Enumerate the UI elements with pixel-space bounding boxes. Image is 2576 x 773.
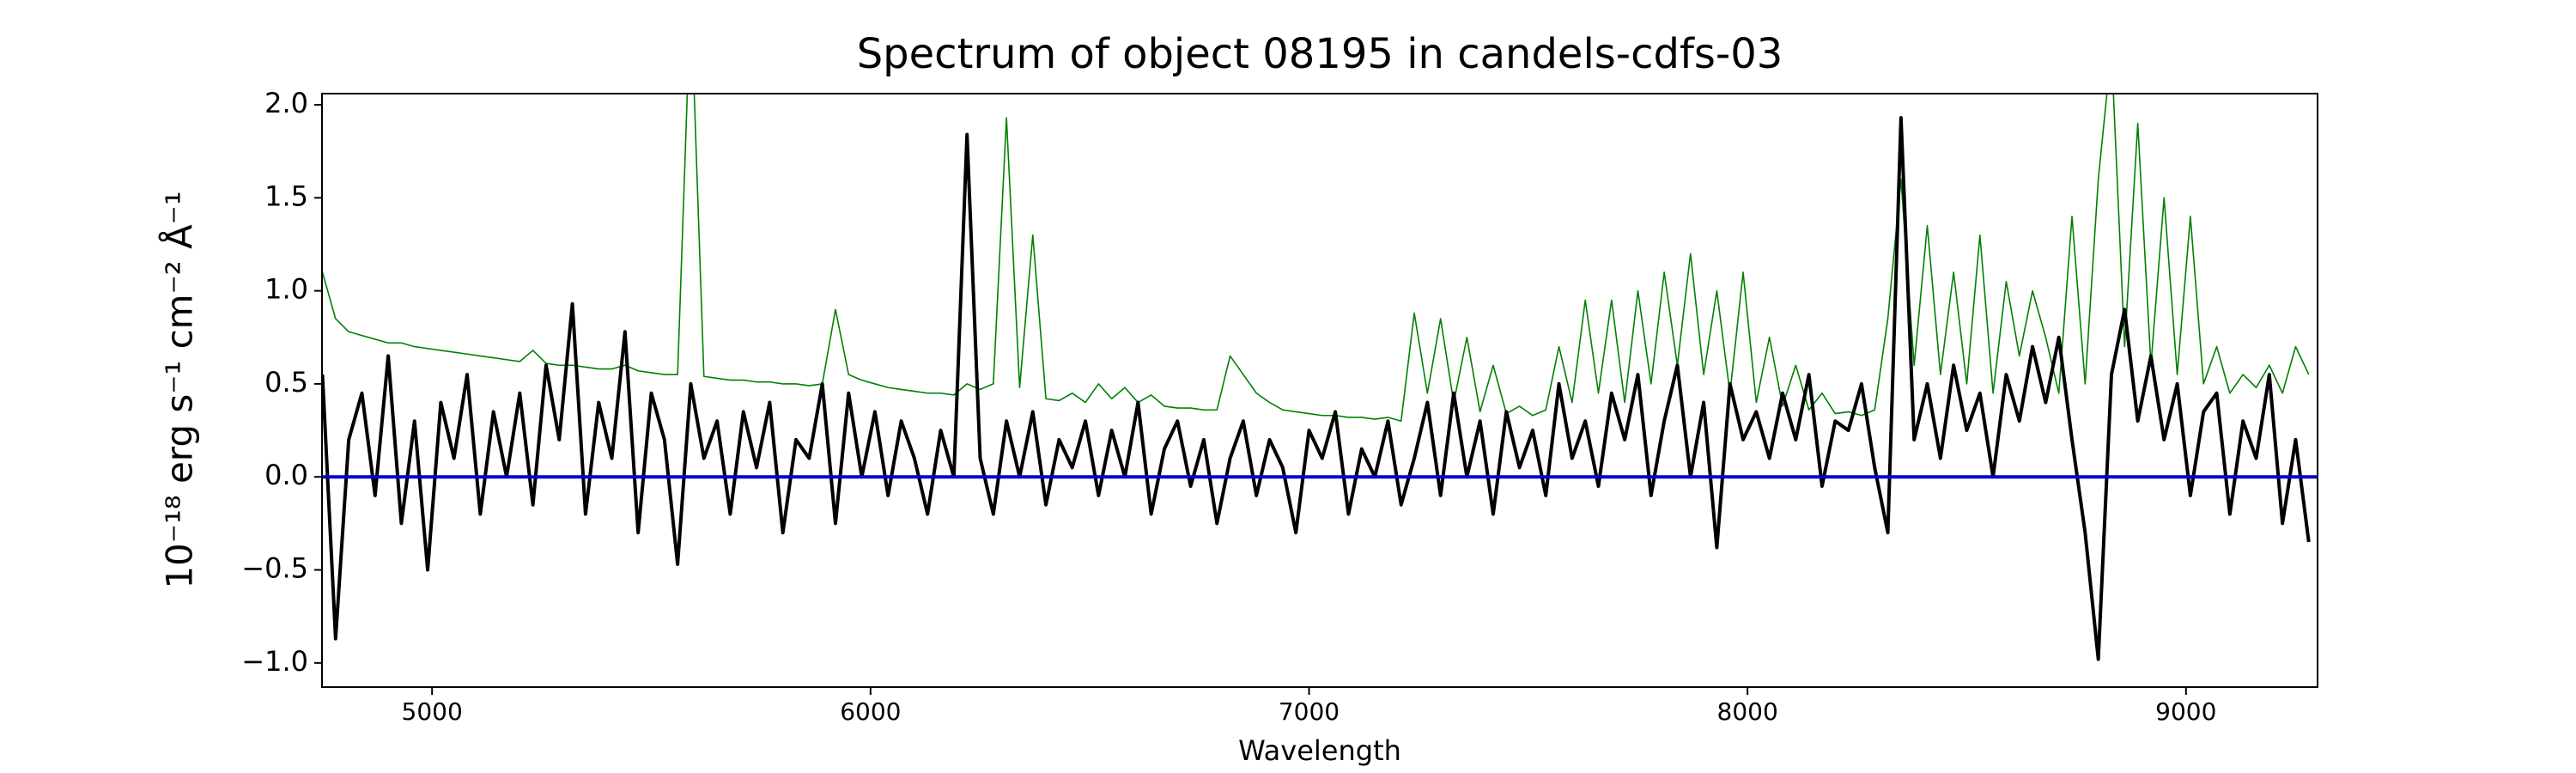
spectrum-line xyxy=(322,116,2311,661)
y-tick-label: −1.0 xyxy=(241,645,308,678)
y-tick-label: 2.0 xyxy=(264,87,308,119)
chart-title: Spectrum of object 08195 in candels-cdfs… xyxy=(857,30,1783,78)
y-axis-label: 10⁻¹⁸ erg s⁻¹ cm⁻² Å⁻¹ xyxy=(158,191,201,588)
y-tick-label: 0.5 xyxy=(264,366,308,399)
spectrum-line xyxy=(322,94,2310,423)
x-tick-label: 9000 xyxy=(2155,697,2216,726)
plot-area xyxy=(322,94,2318,661)
x-tick-label: 7000 xyxy=(1279,697,1340,726)
plot-frame xyxy=(321,93,2318,688)
x-tick-label: 6000 xyxy=(840,697,901,726)
y-tick-label: −0.5 xyxy=(241,552,308,585)
x-tick-label: 5000 xyxy=(402,697,463,726)
y-tick-label: 1.5 xyxy=(264,180,308,212)
x-tick-label: 8000 xyxy=(1717,697,1778,726)
y-tick-label: 0.0 xyxy=(264,459,308,491)
x-axis-label: Wavelength xyxy=(1238,734,1401,767)
y-tick-label: 1.0 xyxy=(264,273,308,306)
